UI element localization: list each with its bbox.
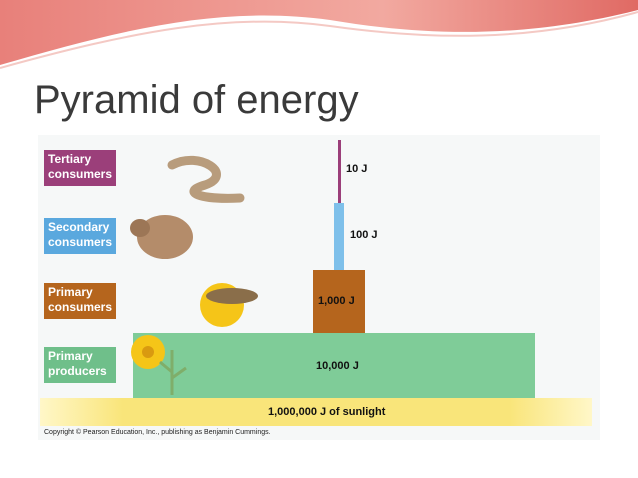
energy-label: 10 J	[346, 163, 368, 175]
level-label: Primary consumers	[48, 285, 113, 314]
header-line	[0, 11, 638, 69]
primary-label-box	[44, 283, 116, 319]
level-label: Primary producers	[48, 349, 107, 378]
flower-icon	[131, 335, 187, 395]
sunlight-label: 1,000,000 J of sunlight	[268, 406, 386, 418]
producers-bar	[133, 333, 535, 398]
energy-label: 100 J	[350, 229, 378, 241]
level-label: Tertiary consumers	[48, 152, 113, 181]
primary-consumers-bar	[313, 270, 365, 333]
level-label: Secondary consumers	[48, 220, 113, 249]
slide-title: Pyramid of energy	[34, 78, 359, 122]
sunlight-band	[40, 398, 592, 426]
snake-icon	[167, 155, 245, 203]
grasshopper-flower-icon	[200, 283, 258, 327]
mouse-icon	[130, 215, 193, 259]
header-wave	[0, 0, 638, 65]
tertiary-consumers-bar	[338, 140, 341, 203]
producers-label-box	[44, 347, 116, 383]
secondary-consumers-bar	[334, 203, 344, 270]
tertiary-label-box	[44, 150, 116, 186]
copyright: Copyright © Pearson Education, Inc., pub…	[44, 429, 271, 436]
energy-label: 10,000 J	[316, 360, 359, 372]
secondary-label-box	[44, 218, 116, 254]
energy-label: 1,000 J	[318, 295, 355, 307]
